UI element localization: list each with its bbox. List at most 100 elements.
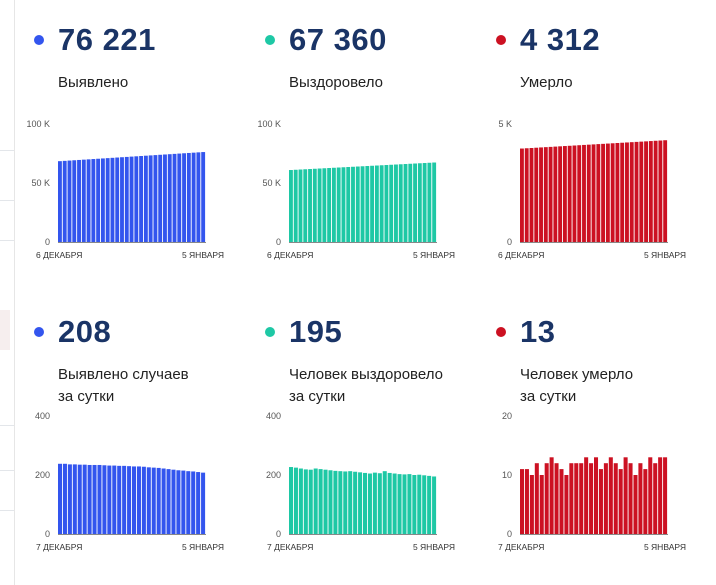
- x-start-label: 6 ДЕКАБРЯ: [267, 250, 313, 260]
- bar: [72, 160, 77, 242]
- recovered-dot-icon: [265, 35, 275, 45]
- bar: [289, 170, 293, 242]
- x-start-label: 7 ДЕКАБРЯ: [36, 542, 82, 552]
- bar: [365, 166, 370, 242]
- bar: [191, 152, 196, 242]
- bar: [407, 474, 412, 534]
- bar: [564, 475, 569, 534]
- y-tick-label: 100 K: [26, 119, 50, 129]
- bar: [167, 154, 172, 242]
- bar: [582, 144, 586, 242]
- bar: [543, 147, 548, 242]
- bar: [574, 463, 579, 534]
- bar: [648, 457, 653, 534]
- bar: [124, 156, 129, 242]
- bar: [572, 145, 577, 242]
- bar: [558, 146, 563, 242]
- bar: [634, 141, 639, 242]
- bar: [397, 474, 402, 534]
- bar: [377, 473, 382, 534]
- y-tick-label: 400: [266, 411, 281, 421]
- bar: [341, 167, 346, 242]
- detected-total-chart: 0 50 K 100 K 6 ДЕКАБРЯ 5 ЯНВАРЯ: [26, 119, 224, 260]
- bar: [141, 466, 146, 534]
- died-daily-dot-icon: [496, 327, 506, 337]
- bar: [82, 464, 87, 534]
- bar: [146, 467, 151, 534]
- bar: [402, 474, 407, 534]
- x-start-label: 6 ДЕКАБРЯ: [498, 250, 544, 260]
- detected-total-label: Выявлено: [58, 74, 129, 91]
- bar: [346, 167, 351, 242]
- recovered-daily-chart: 0 200 400 7 ДЕКАБРЯ 5 ЯНВАРЯ: [266, 411, 455, 552]
- bar: [317, 168, 322, 242]
- bar: [87, 464, 92, 534]
- bar: [432, 162, 437, 242]
- bar: [327, 168, 332, 242]
- bar: [360, 166, 365, 242]
- died-total-label: Умерло: [520, 74, 573, 91]
- bar: [403, 164, 408, 242]
- bar: [72, 464, 77, 534]
- card-died-total: 4 312 Умерло 0 5 K 6 ДЕКАБРЯ 5 ЯНВАРЯ: [476, 0, 706, 290]
- x-start-label: 7 ДЕКАБРЯ: [267, 542, 313, 552]
- bar: [638, 463, 643, 534]
- bar: [644, 141, 648, 242]
- bar: [117, 465, 122, 534]
- bar: [331, 167, 336, 242]
- bar: [653, 463, 658, 534]
- x-end-label: 5 ЯНВАРЯ: [182, 542, 224, 552]
- bar: [172, 153, 177, 242]
- detected-total-value: 76 221: [58, 22, 156, 57]
- bar: [161, 468, 166, 534]
- bar: [586, 144, 591, 242]
- bar: [166, 469, 171, 534]
- bar: [58, 161, 62, 242]
- frame-edge: [14, 0, 15, 585]
- bar: [182, 153, 186, 242]
- card-recovered-total: 67 360 Выздоровело 0 50 K 100 K 6 ДЕКАБРЯ 5 …: [245, 0, 475, 290]
- recovered-daily-dot-icon: [265, 327, 275, 337]
- recovered-daily-label: Человек выздоровело за сутки: [289, 366, 443, 405]
- detected-daily-value: 208: [58, 314, 112, 349]
- bar: [653, 140, 658, 242]
- detected-daily-dot-icon: [34, 327, 44, 337]
- bar: [163, 154, 167, 242]
- bar: [102, 465, 107, 534]
- bar: [298, 169, 303, 242]
- bar: [579, 463, 584, 534]
- bar: [127, 466, 132, 534]
- bar: [67, 160, 72, 242]
- detected-daily-chart: 0 200 400 7 ДЕКАБРЯ 5 ЯНВАРЯ: [35, 411, 224, 552]
- bar: [601, 143, 606, 242]
- y-tick-label: 0: [45, 529, 50, 539]
- bar: [615, 143, 620, 242]
- recovered-daily-value: 195: [289, 314, 343, 349]
- bar: [110, 157, 115, 242]
- bar: [143, 155, 148, 242]
- bar: [201, 152, 206, 242]
- x-start-label: 6 ДЕКАБРЯ: [36, 250, 82, 260]
- bar: [367, 473, 372, 534]
- background-divider: [0, 470, 14, 471]
- x-start-label: 7 ДЕКАБРЯ: [498, 542, 544, 552]
- bar: [62, 463, 67, 534]
- bar: [156, 467, 161, 534]
- bar: [382, 471, 387, 534]
- bar: [534, 463, 539, 534]
- background-divider: [0, 425, 14, 426]
- x-end-label: 5 ЯНВАРЯ: [644, 542, 686, 552]
- bar: [648, 141, 653, 242]
- bar: [196, 152, 201, 242]
- bar: [343, 471, 348, 534]
- bar: [577, 145, 582, 242]
- died-daily-value: 13: [520, 314, 556, 349]
- bar: [539, 147, 543, 242]
- bar: [177, 153, 182, 242]
- bar: [625, 142, 629, 242]
- died-total-value: 4 312: [520, 22, 601, 57]
- bar: [417, 474, 422, 534]
- bar: [387, 472, 392, 534]
- y-tick-label: 0: [507, 237, 512, 247]
- bar: [427, 162, 432, 242]
